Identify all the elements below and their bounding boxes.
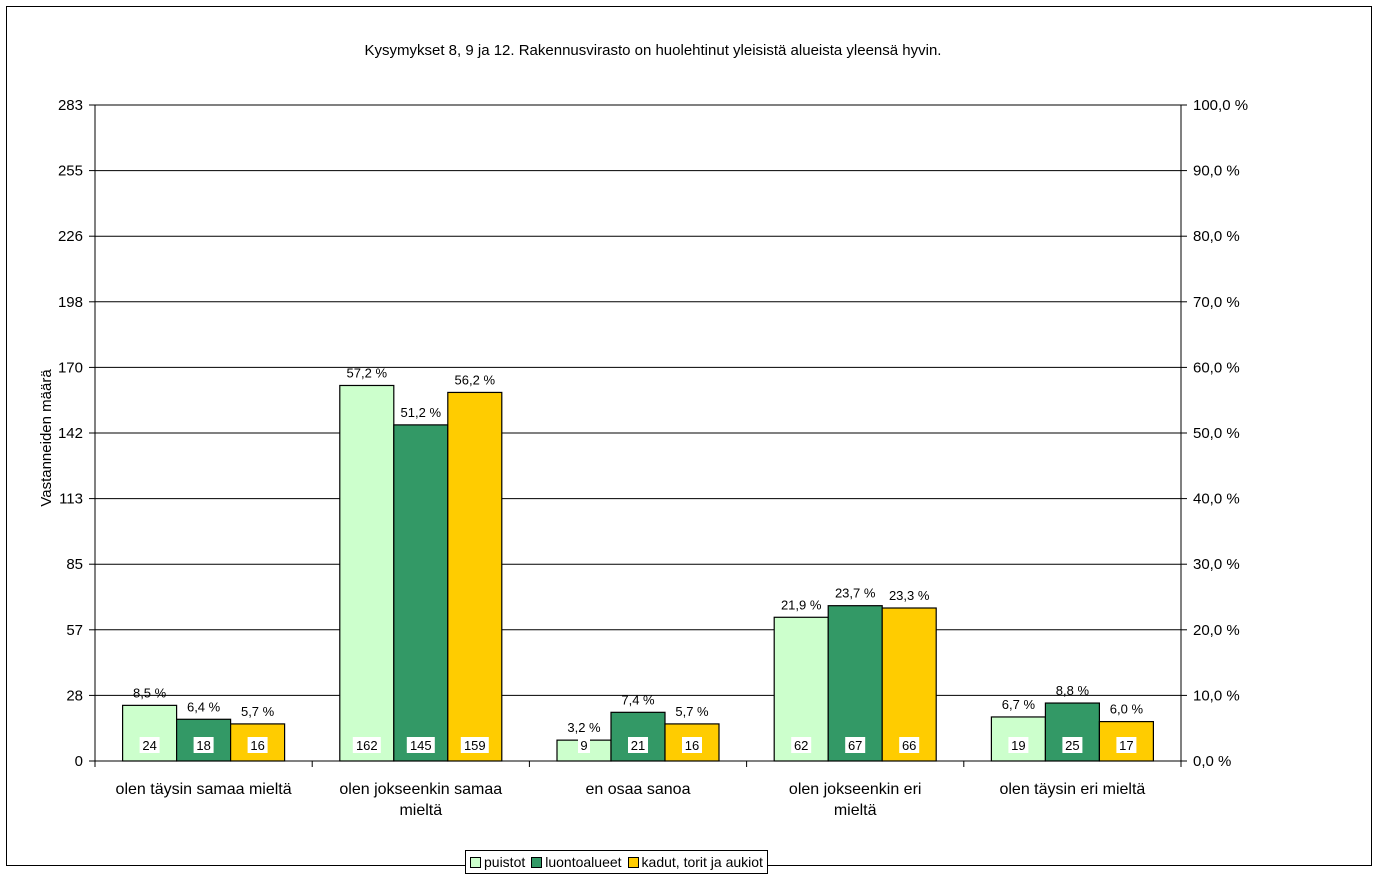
legend-swatch — [470, 856, 481, 868]
count-label-bg — [406, 737, 435, 753]
bar — [393, 424, 449, 762]
x-category-label: mieltä — [834, 802, 877, 819]
y-tick-label: 0 — [75, 753, 83, 770]
count-label-bg — [1062, 737, 1083, 753]
percent-label: 3,2 % — [567, 720, 601, 735]
percent-label: 56,2 % — [455, 372, 496, 387]
count-label-bg — [352, 737, 381, 753]
percent-label: 57,2 % — [347, 365, 388, 380]
y2-tick-label: 80,0 % — [1193, 228, 1240, 245]
y2-tick-label: 40,0 % — [1193, 491, 1240, 508]
y2-tick-label: 10,0 % — [1193, 687, 1240, 704]
legend-label: puistot — [484, 854, 526, 870]
y-axis-label: Vastanneiden määrä — [38, 369, 55, 507]
bar — [339, 384, 395, 762]
gridlines — [95, 104, 1181, 696]
percent-label: 8,5 % — [133, 685, 167, 700]
y2-tick-label: 50,0 % — [1193, 425, 1240, 442]
y-tick-label: 255 — [58, 163, 83, 180]
percent-label: 6,4 % — [187, 699, 221, 714]
legend-item: luontoalueet — [531, 854, 622, 870]
y-tick-label: 170 — [58, 359, 83, 376]
count-label: 24 — [142, 738, 156, 753]
y2-tick-label: 90,0 % — [1193, 163, 1240, 180]
x-category-label: olen täysin samaa mieltä — [116, 781, 292, 798]
y2-tick-label: 60,0 % — [1193, 359, 1240, 376]
x-category-label: mieltä — [399, 802, 442, 819]
y-tick-label: 226 — [58, 228, 83, 245]
percent-label: 51,2 % — [401, 405, 442, 420]
count-label-bg — [460, 737, 489, 753]
percent-label: 21,9 % — [781, 597, 822, 612]
count-label-bg — [247, 737, 268, 753]
legend: puistot luontoalueet kadut, torit ja aukio… — [465, 850, 768, 874]
count-label: 62 — [794, 738, 808, 753]
count-label-bg — [578, 737, 590, 753]
y2-tick-label: 0,0 % — [1193, 753, 1231, 770]
percent-label: 5,7 % — [675, 704, 709, 719]
y-tick-label: 28 — [66, 687, 83, 704]
count-label: 21 — [631, 738, 645, 753]
count-label-bg — [193, 737, 214, 753]
y2-tick-label: 100,0 % — [1193, 97, 1248, 114]
count-label-bg — [1116, 737, 1137, 753]
count-label: 66 — [902, 738, 916, 753]
y-tick-label: 113 — [59, 491, 83, 508]
x-category-label: olen jokseenkin eri — [789, 781, 922, 798]
bar — [447, 391, 503, 762]
count-label: 16 — [685, 738, 699, 753]
y2-tick-label: 20,0 % — [1193, 622, 1240, 639]
percent-label: 23,3 % — [889, 588, 930, 603]
legend-label: kadut, torit ja aukiot — [641, 854, 763, 870]
count-label: 25 — [1065, 738, 1079, 753]
chart-title: Kysymykset 8, 9 ja 12. Rakennusvirasto o… — [365, 42, 942, 59]
count-label: 18 — [196, 738, 210, 753]
percent-label: 7,4 % — [621, 692, 655, 707]
count-label-bg — [899, 737, 920, 753]
count-label: 19 — [1011, 738, 1025, 753]
bar — [881, 607, 937, 762]
count-label: 67 — [848, 738, 862, 753]
y2-tick-label: 70,0 % — [1193, 294, 1240, 311]
x-category-label: olen täysin eri mieltä — [999, 781, 1145, 798]
count-label: 9 — [580, 738, 587, 753]
legend-swatch — [531, 856, 543, 868]
bar-chart: Kysymykset 8, 9 ja 12. Rakennusvirasto o… — [38, 42, 1248, 819]
count-label-bg — [628, 737, 648, 753]
y-tick-label: 283 — [58, 97, 83, 114]
y-tick-label: 85 — [66, 556, 83, 573]
percent-label: 6,0 % — [1110, 702, 1144, 717]
count-label: 17 — [1119, 738, 1133, 753]
y-tick-label: 57 — [66, 622, 83, 639]
count-label: 145 — [410, 738, 432, 753]
chart-frame: Kysymykset 8, 9 ja 12. Rakennusvirasto o… — [6, 6, 1372, 874]
count-label: 162 — [356, 738, 378, 753]
count-label-bg — [791, 737, 812, 753]
data-labels: 8,5 % 24 6,4 % 18 5,7 % 16 57,2 % 162 51,2 % 145 5… — [133, 365, 1143, 753]
bar — [610, 711, 666, 762]
axes: 0 0,0 % 28 10,0 % 57 20,0 % 85 30,0 % 113 40,0 % 1… — [58, 97, 1248, 819]
legend-swatch — [627, 856, 639, 868]
count-label: 16 — [250, 738, 264, 753]
y-tick-label: 142 — [58, 425, 83, 442]
legend-label: luontoalueet — [545, 854, 622, 870]
percent-label: 6,7 % — [1002, 697, 1036, 712]
count-label-bg — [845, 737, 866, 753]
legend-item: kadut, torit ja aukiot — [627, 854, 763, 870]
count-label-bg — [682, 737, 702, 753]
y2-tick-label: 30,0 % — [1193, 556, 1240, 573]
count-label-bg — [139, 737, 160, 753]
percent-label: 5,7 % — [241, 704, 275, 719]
legend-item: puistot — [470, 854, 525, 870]
count-label-bg — [1008, 737, 1029, 753]
percent-label: 8,8 % — [1056, 683, 1090, 698]
x-category-label: olen jokseenkin samaa — [339, 781, 502, 798]
percent-label: 23,7 % — [835, 586, 876, 601]
y-tick-label: 198 — [58, 294, 83, 311]
count-label: 159 — [464, 738, 486, 753]
x-category-label: en osaa sanoa — [586, 781, 691, 798]
